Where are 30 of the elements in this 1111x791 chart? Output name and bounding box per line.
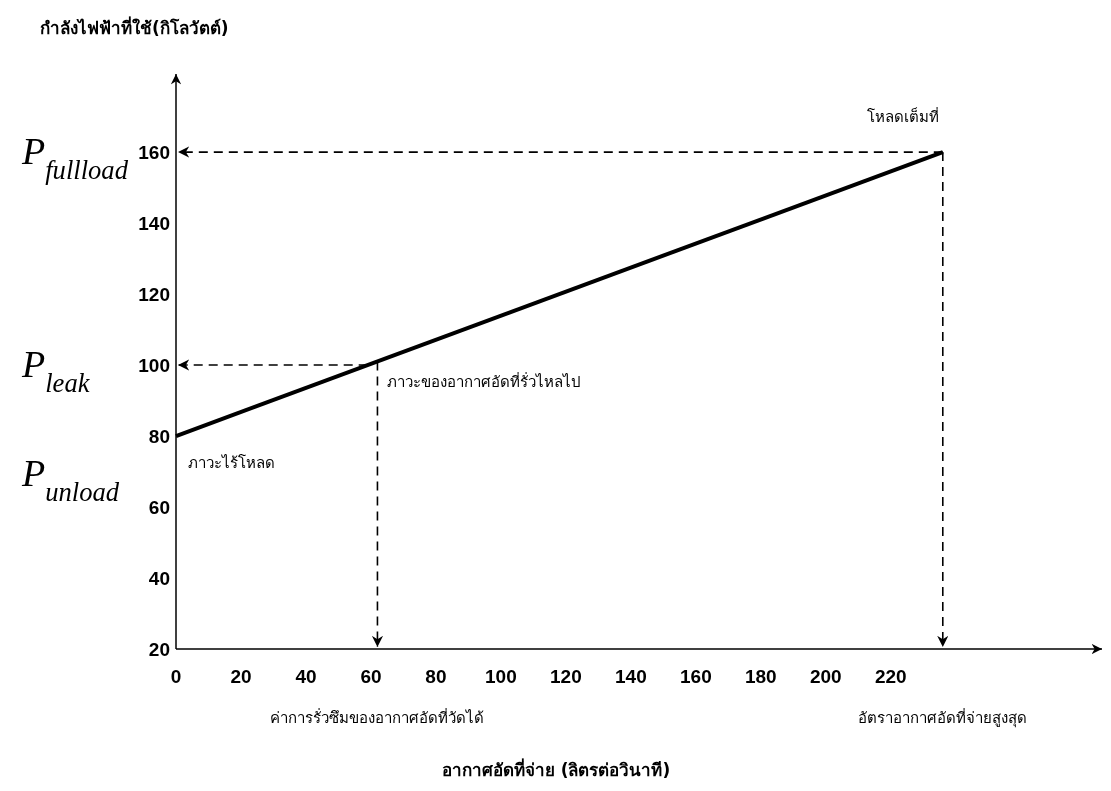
x-tick-label: 180 (744, 666, 777, 687)
y-tick-label: 60 (148, 497, 170, 519)
y-tick-label: 120 (138, 284, 170, 306)
x-tick-label: 120 (550, 666, 582, 687)
x-tick-label: 200 (809, 666, 842, 687)
x-tick-label: 60 (360, 666, 382, 687)
x-tick-label: 0 (170, 666, 182, 687)
ref-line-label: P$_{fullload}$ (21, 130, 129, 186)
x-axis-title: อากาศอัดที่จ่าย (ลิตรต่อวินาที) (441, 758, 671, 780)
text: อัตราอากาศอัดที่จ่ายสูงสุด (858, 707, 1028, 728)
ref-line-label: P$_{leak}$ (21, 343, 91, 399)
annotation: โหลดเต็มที่ (866, 106, 939, 127)
x-tick-label: 140 (615, 666, 647, 687)
x-tick-label: 20 (230, 666, 252, 687)
y-tick-label: 140 (138, 213, 170, 235)
annotation: ภาวะไร้โหลด (188, 454, 275, 473)
text: ค่าการรั่วซึมของอากาศอัดที่วัดได้ (270, 707, 485, 727)
y-tick-label: 160 (138, 142, 170, 164)
x-tick-label: 160 (680, 666, 712, 687)
x-tick-label: 220 (874, 666, 907, 687)
x-tick-label: 100 (485, 666, 517, 687)
x-tick-label: 40 (295, 666, 317, 687)
y-tick-label: 80 (148, 426, 170, 448)
y-tick-label: 20 (148, 639, 170, 660)
y-axis-title: กำลังไฟฟ้าที่ใช้(กิโลวัตต์) (40, 16, 229, 38)
annotation: ภาวะของอากาศอัดที่รั่วไหลไป (387, 371, 582, 392)
y-tick-label: 40 (148, 568, 170, 590)
y-tick-label: 100 (138, 355, 170, 377)
x-tick-label: 80 (425, 666, 447, 687)
annotation: P$_{unload}$ (21, 452, 120, 508)
